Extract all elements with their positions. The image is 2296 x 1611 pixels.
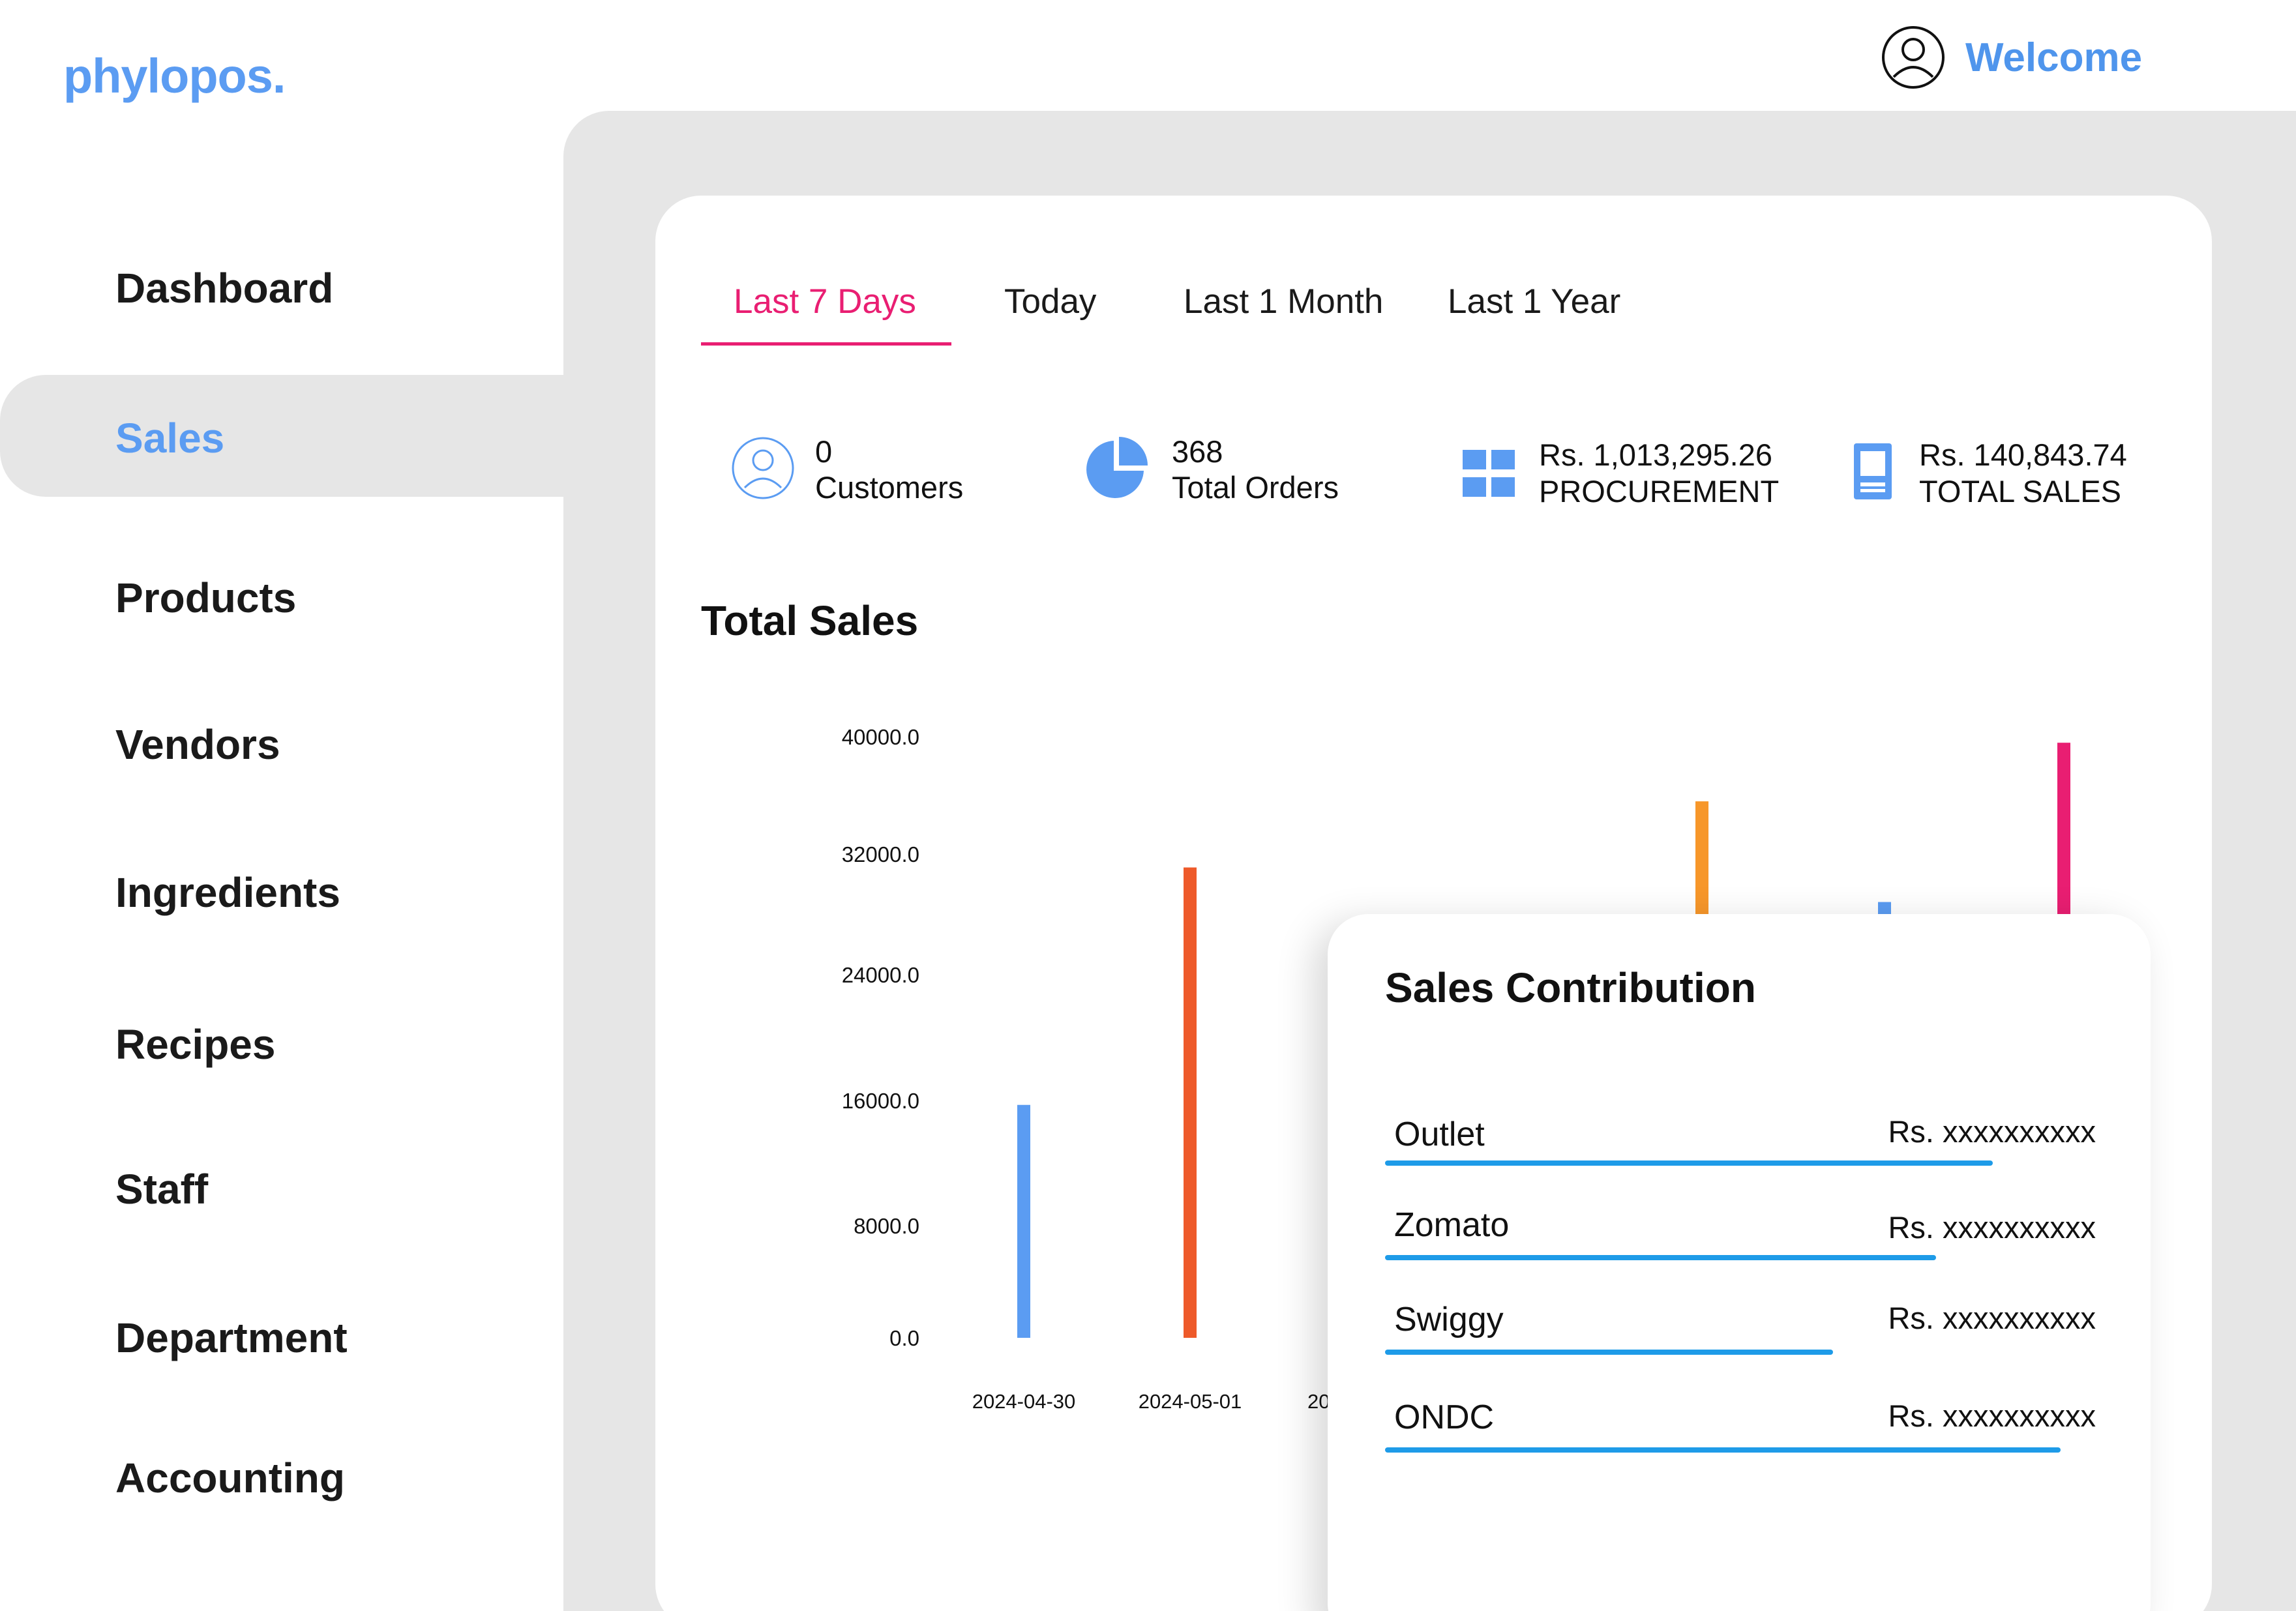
- sidebar-item-sales[interactable]: Sales: [115, 415, 225, 462]
- active-tab-underline: [701, 342, 951, 346]
- x-tick-label: 2024-05-01: [1139, 1390, 1242, 1413]
- stat-procurement-value: Rs. 1,013,295.26: [1539, 437, 1772, 472]
- sidebar-panel-bottom: [0, 497, 563, 1611]
- total-sales-title: Total Sales: [701, 597, 919, 644]
- sidebar-item-products[interactable]: Products: [115, 574, 297, 621]
- y-tick-label: 16000.0: [842, 1089, 919, 1113]
- tab-last-7-days[interactable]: Last 7 Days: [734, 282, 916, 321]
- stat-procurement-label: PROCUREMENT: [1539, 474, 1780, 509]
- contrib-name: Outlet: [1394, 1116, 1485, 1153]
- chart-bar: [1017, 1104, 1030, 1338]
- contrib-bar: [1385, 1350, 1833, 1355]
- tab-last-1-month[interactable]: Last 1 Month: [1184, 282, 1384, 321]
- grid-icon: [1463, 450, 1515, 497]
- contrib-value: Rs. xxxxxxxxxx: [1888, 1301, 2096, 1335]
- sales-contribution-title: Sales Contribution: [1385, 964, 1756, 1011]
- receipt-icon: [1854, 443, 1892, 499]
- sidebar-panel-top: [0, 111, 563, 375]
- sidebar-item-recipes[interactable]: Recipes: [115, 1021, 276, 1068]
- stat-orders-value: 368: [1172, 434, 1223, 469]
- tab-today[interactable]: Today: [1004, 282, 1097, 321]
- contrib-name: ONDC: [1394, 1398, 1495, 1436]
- y-tick-label: 8000.0: [854, 1214, 919, 1238]
- contrib-value: Rs. xxxxxxxxxx: [1888, 1114, 2096, 1149]
- brand-logo[interactable]: phylopos.: [63, 49, 286, 103]
- y-tick-label: 32000.0: [842, 842, 919, 866]
- contrib-value: Rs. xxxxxxxxxx: [1888, 1210, 2096, 1245]
- contrib-name: Zomato: [1394, 1206, 1510, 1244]
- y-tick-label: 0.0: [889, 1326, 919, 1350]
- sidebar-item-department[interactable]: Department: [115, 1314, 348, 1361]
- y-tick-label: 40000.0: [842, 725, 919, 749]
- stat-customers-value: 0: [815, 434, 833, 469]
- sidebar-item-dashboard[interactable]: Dashboard: [115, 265, 334, 312]
- sidebar-item-staff[interactable]: Staff: [115, 1166, 209, 1213]
- contrib-bar: [1385, 1160, 1993, 1166]
- x-tick-label: 20: [1307, 1390, 1330, 1413]
- welcome-label: Welcome: [1965, 35, 2143, 80]
- contrib-value: Rs. xxxxxxxxxx: [1888, 1398, 2096, 1433]
- stat-orders-label: Total Orders: [1172, 470, 1339, 505]
- welcome-user[interactable]: Welcome: [1881, 23, 2142, 91]
- user-circle-icon: [1882, 26, 1945, 89]
- tab-last-1-year[interactable]: Last 1 Year: [1448, 282, 1621, 321]
- chart-bar: [1184, 867, 1197, 1338]
- stat-total-sales-label: TOTAL SALES: [1919, 474, 2121, 509]
- sidebar-item-accounting[interactable]: Accounting: [115, 1455, 345, 1501]
- contrib-bar: [1385, 1255, 1936, 1260]
- stat-total-sales-value: Rs. 140,843.74: [1919, 437, 2127, 472]
- x-tick-label: 2024-04-30: [972, 1390, 1076, 1413]
- pie-chart-icon: [1086, 437, 1148, 498]
- sidebar-item-ingredients[interactable]: Ingredients: [115, 869, 340, 916]
- sales-contribution-panel: Sales Contribution Outlet Rs. xxxxxxxxxx…: [1328, 914, 2151, 1611]
- sidebar-item-vendors[interactable]: Vendors: [115, 721, 280, 768]
- contrib-name: Swiggy: [1394, 1301, 1504, 1338]
- customer-icon: [732, 437, 794, 499]
- sidebar-active-highlight: [0, 375, 567, 497]
- y-tick-label: 24000.0: [842, 963, 919, 987]
- contrib-bar: [1385, 1447, 2061, 1453]
- stat-customers-label: Customers: [815, 470, 964, 505]
